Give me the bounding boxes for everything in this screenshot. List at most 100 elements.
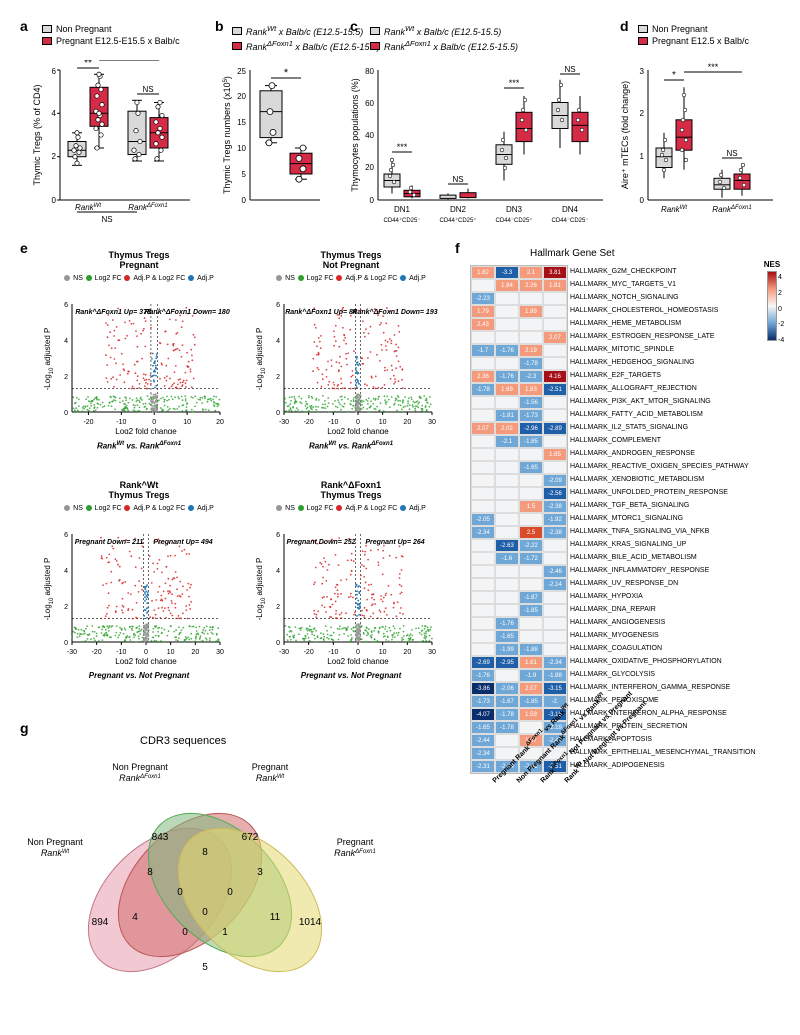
heatmap-cell: -2.46 (543, 565, 567, 578)
heatmap-cell (471, 643, 495, 656)
swatch-nonpregnant (42, 25, 52, 33)
svg-text:DN3: DN3 (506, 205, 523, 214)
svg-text:0: 0 (242, 196, 247, 205)
heatmap-cell: -1.85 (519, 604, 543, 617)
heatmap-cell (471, 409, 495, 422)
svg-text:RankWt: RankWt (41, 848, 70, 858)
heatmap-row-label: HALLMARK_FATTY_ACID_METABOLISM (570, 408, 756, 421)
svg-text:20: 20 (237, 92, 246, 101)
panel-d-ylabel: Aire⁺ mTECs (fold change) (620, 81, 630, 189)
panel-g-label: g (20, 720, 29, 736)
svg-text:20: 20 (403, 649, 411, 656)
heatmap-cell (519, 474, 543, 487)
svg-text:CD44⁻CD25⁻: CD44⁻CD25⁻ (551, 218, 588, 224)
heatmap-cell: 2.02 (495, 422, 519, 435)
heatmap-cell (519, 448, 543, 461)
svg-text:NS: NS (101, 215, 112, 224)
heatmap-cell: 1.83 (519, 383, 543, 396)
heatmap-cell (471, 591, 495, 604)
heatmap-cell (543, 357, 567, 370)
panel-a-legend: Non Pregnant Pregnant E12.5-E15.5 x Balb… (42, 24, 192, 46)
svg-text:0: 0 (64, 640, 68, 647)
heatmap-row-label: HALLMARK_XENOBIOTIC_METABOLISM (570, 473, 756, 486)
svg-text:Rank^ΔFoxn1 Up= 378: Rank^ΔFoxn1 Up= 378 (75, 308, 151, 316)
heatmap-cell: 2.07 (471, 422, 495, 435)
heatmap-cell: -1.78 (495, 708, 519, 721)
svg-text:0: 0 (356, 649, 360, 656)
volcano-legend: NS Log2 FC Adj.P & Log2 FC Adj.P (40, 502, 238, 513)
svg-text:-Log10 adjusted P: -Log10 adjusted P (255, 328, 267, 391)
svg-text:0: 0 (202, 907, 208, 918)
heatmap-cell: 2.26 (519, 279, 543, 292)
svg-text:6: 6 (276, 532, 280, 539)
heatmap-cell (495, 578, 519, 591)
heatmap-cell (495, 474, 519, 487)
svg-text:25: 25 (237, 67, 246, 76)
heatmap-cell: -1.76 (495, 370, 519, 383)
heatmap-row-label: HALLMARK_G2M_CHECKPOINT (570, 265, 756, 278)
svg-text:10: 10 (379, 649, 387, 656)
svg-text:-20: -20 (304, 649, 314, 656)
volcano-footer: Pregnant vs. Not Pregnant (40, 671, 238, 680)
svg-text:RankWt: RankWt (256, 773, 285, 783)
heatmap-cell (543, 643, 567, 656)
panel-g-venn: 894 843 672 1014 8 8 3 4 11 5 0 0 0 1 0 … (20, 740, 390, 1030)
heatmap-cell (495, 734, 519, 747)
swatch (638, 25, 648, 33)
svg-text:0: 0 (356, 419, 360, 426)
heatmap-cell (471, 552, 495, 565)
heatmap-row-label: HALLMARK_ANGIOGENESIS (570, 616, 756, 629)
heatmap-cell: -2.44 (471, 734, 495, 747)
heatmap-cell: 4.16 (543, 370, 567, 383)
svg-text:6: 6 (64, 532, 68, 539)
heatmap-cell: -2.1 (495, 435, 519, 448)
svg-text:0: 0 (182, 927, 188, 938)
heatmap-cell (471, 565, 495, 578)
heatmap-cell: 2.43 (471, 318, 495, 331)
svg-text:CD44⁻CD25⁺: CD44⁻CD25⁺ (495, 217, 532, 224)
volcano-title: Rank^WtThymus Tregs (40, 480, 238, 500)
svg-text:NS: NS (142, 85, 153, 94)
svg-text:10: 10 (237, 144, 246, 153)
svg-text:-Log10 adjusted P: -Log10 adjusted P (43, 558, 55, 621)
heatmap-cell: 1.81 (543, 279, 567, 292)
volcano-footer: RankWt vs. RankΔFoxn1 (40, 441, 238, 451)
svg-text:20: 20 (216, 419, 224, 426)
swatch (232, 42, 242, 50)
svg-text:Pregnant Up= 494: Pregnant Up= 494 (153, 539, 212, 546)
heatmap-cell: -2.96 (519, 422, 543, 435)
svg-text:6: 6 (64, 302, 68, 309)
heatmap-row-label: HALLMARK_ALLOGRAFT_REJECTION (570, 382, 756, 395)
svg-text:DN1: DN1 (394, 205, 411, 214)
heatmap-row-label: HALLMARK_HEDGEHOG_SIGNALING (570, 356, 756, 369)
svg-text:0: 0 (370, 196, 375, 205)
heatmap-cell (543, 630, 567, 643)
svg-text:*: * (284, 67, 289, 79)
heatmap-cell (495, 331, 519, 344)
heatmap-row-label: HALLMARK_COMPLEMENT (570, 434, 756, 447)
svg-text:Non Pregnant: Non Pregnant (112, 762, 168, 772)
heatmap-cell (495, 565, 519, 578)
heatmap-cell: -1.65 (519, 461, 543, 474)
legend-label: Non Pregnant (56, 24, 112, 34)
heatmap-cell: -1.67 (495, 695, 519, 708)
heatmap-cell: -1.78 (519, 357, 543, 370)
svg-text:6: 6 (52, 67, 57, 76)
volcano-plot: Thymus TregsPregnant NS Log2 FC Adj.P & … (40, 250, 238, 460)
svg-text:-20: -20 (92, 649, 102, 656)
heatmap-cell: -2.34 (543, 656, 567, 669)
legend-label: RankWt x Balb/c (E12.5-15.5) (384, 24, 501, 37)
heatmap-cell (495, 292, 519, 305)
svg-text:30: 30 (216, 649, 224, 656)
svg-text:DN4: DN4 (562, 205, 579, 214)
svg-text:4: 4 (52, 109, 57, 118)
heatmap-cell (495, 526, 519, 539)
svg-text:RankΔFoxn1: RankΔFoxn1 (128, 203, 167, 212)
heatmap-row-label: HALLMARK_ESTROGEN_RESPONSE_LATE (570, 330, 756, 343)
legend-label: RankΔFoxn1 x Balb/c (E12.5-15.5) (246, 39, 380, 52)
heatmap-cell: -2.06 (495, 682, 519, 695)
svg-text:NS: NS (726, 149, 737, 158)
svg-text:5: 5 (242, 170, 247, 179)
legend-label: RankWt x Balb/c (E12.5-15.5) (246, 24, 363, 37)
heatmap-cell: -1.56 (519, 396, 543, 409)
